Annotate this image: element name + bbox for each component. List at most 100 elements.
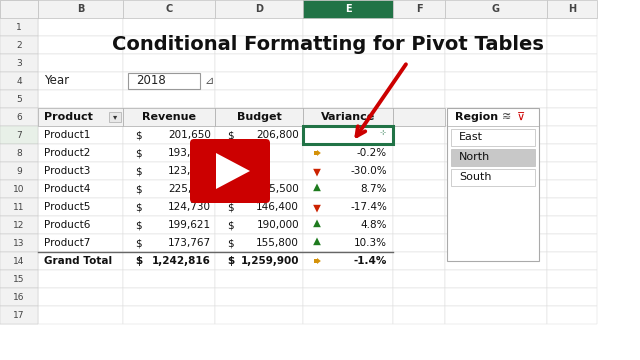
Bar bbox=[0, 252, 38, 270]
Bar bbox=[303, 198, 393, 216]
Bar bbox=[393, 288, 445, 306]
Bar bbox=[303, 270, 393, 288]
Bar bbox=[393, 18, 445, 36]
Text: 4.8%: 4.8% bbox=[360, 220, 387, 230]
Bar bbox=[0, 36, 38, 54]
Bar bbox=[215, 0, 303, 18]
Text: ▾: ▾ bbox=[113, 112, 117, 122]
Text: -17.4%: -17.4% bbox=[350, 202, 387, 212]
Polygon shape bbox=[317, 258, 321, 264]
Text: $: $ bbox=[135, 130, 141, 140]
Bar bbox=[215, 252, 303, 270]
Text: $: $ bbox=[227, 148, 234, 158]
Text: $: $ bbox=[227, 238, 234, 248]
Text: Grand Total: Grand Total bbox=[44, 256, 112, 266]
Text: -1.4%: -1.4% bbox=[354, 256, 387, 266]
Bar bbox=[547, 216, 597, 234]
Text: 14: 14 bbox=[13, 256, 25, 266]
Bar bbox=[215, 18, 303, 36]
Bar bbox=[0, 18, 38, 36]
Bar bbox=[303, 252, 393, 270]
Text: Product2: Product2 bbox=[44, 148, 90, 158]
Bar bbox=[38, 180, 123, 198]
Text: Product4: Product4 bbox=[44, 184, 90, 194]
Bar bbox=[393, 270, 445, 288]
Bar bbox=[445, 54, 547, 72]
Bar bbox=[38, 288, 123, 306]
Text: 5: 5 bbox=[16, 94, 22, 104]
Polygon shape bbox=[314, 134, 317, 136]
Bar bbox=[123, 288, 215, 306]
Bar bbox=[0, 216, 38, 234]
Bar bbox=[445, 198, 547, 216]
Bar bbox=[393, 90, 445, 108]
Text: Product3: Product3 bbox=[44, 166, 90, 176]
Bar bbox=[0, 216, 38, 234]
Bar bbox=[0, 72, 38, 90]
Bar bbox=[303, 234, 393, 252]
Text: 9: 9 bbox=[16, 166, 22, 175]
Text: $: $ bbox=[227, 220, 234, 230]
Bar bbox=[0, 288, 38, 306]
Bar bbox=[0, 54, 38, 72]
Bar bbox=[0, 90, 38, 108]
Bar bbox=[393, 234, 445, 252]
Bar bbox=[445, 18, 547, 36]
Bar bbox=[123, 234, 215, 252]
Bar bbox=[445, 72, 547, 90]
Text: 205,500: 205,500 bbox=[256, 184, 299, 194]
Text: -0.2%: -0.2% bbox=[357, 148, 387, 158]
Bar bbox=[215, 108, 303, 126]
Bar bbox=[38, 144, 123, 162]
Bar bbox=[451, 129, 535, 146]
Text: 124,730: 124,730 bbox=[168, 202, 211, 212]
Text: ⊿: ⊿ bbox=[204, 76, 213, 86]
Text: 2: 2 bbox=[16, 40, 22, 49]
Bar bbox=[393, 54, 445, 72]
Bar bbox=[123, 270, 215, 288]
Bar bbox=[303, 162, 393, 180]
Bar bbox=[303, 72, 393, 90]
Bar bbox=[0, 18, 38, 36]
Bar bbox=[38, 108, 123, 126]
Bar bbox=[393, 198, 445, 216]
Bar bbox=[547, 252, 597, 270]
Text: -30.0%: -30.0% bbox=[350, 166, 387, 176]
Bar bbox=[445, 288, 547, 306]
Text: 13: 13 bbox=[13, 238, 25, 248]
Bar bbox=[0, 180, 38, 198]
Bar bbox=[215, 90, 303, 108]
Text: 6: 6 bbox=[16, 112, 22, 122]
Bar bbox=[215, 54, 303, 72]
Bar bbox=[215, 306, 303, 324]
Text: 155,800: 155,800 bbox=[256, 238, 299, 248]
Text: Product: Product bbox=[44, 112, 93, 122]
Text: 8: 8 bbox=[16, 148, 22, 158]
Bar bbox=[303, 108, 393, 126]
Bar bbox=[547, 90, 597, 108]
Bar bbox=[215, 72, 303, 90]
Bar bbox=[0, 234, 38, 252]
Bar bbox=[215, 270, 303, 288]
FancyBboxPatch shape bbox=[190, 139, 270, 203]
Bar bbox=[393, 252, 445, 270]
Bar bbox=[0, 72, 38, 90]
Bar bbox=[393, 0, 445, 18]
Text: 225,185: 225,185 bbox=[168, 184, 211, 194]
Bar bbox=[0, 144, 38, 162]
Polygon shape bbox=[317, 132, 321, 138]
Bar bbox=[0, 198, 38, 216]
Polygon shape bbox=[216, 153, 250, 189]
Text: 8.7%: 8.7% bbox=[360, 184, 387, 194]
Bar bbox=[303, 216, 393, 234]
Bar bbox=[303, 36, 393, 54]
Bar bbox=[451, 169, 535, 186]
Bar bbox=[445, 180, 547, 198]
Text: $: $ bbox=[227, 256, 234, 266]
Text: 4: 4 bbox=[16, 77, 22, 85]
Polygon shape bbox=[313, 205, 321, 212]
Text: $: $ bbox=[227, 130, 234, 140]
Bar bbox=[445, 0, 547, 18]
Bar bbox=[303, 126, 393, 144]
Text: South: South bbox=[459, 172, 492, 183]
